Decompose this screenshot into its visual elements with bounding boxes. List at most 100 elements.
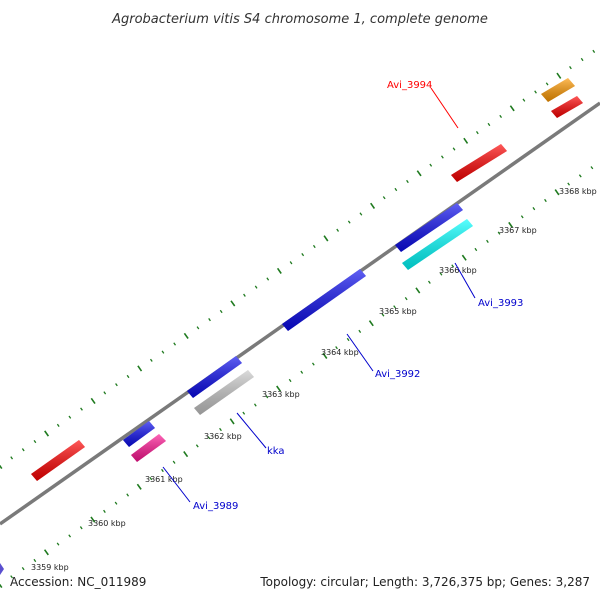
minor-tick [161, 468, 164, 473]
major-tick [90, 397, 96, 405]
minor-tick [195, 444, 199, 448]
gene-feature-avi-3994[interactable] [451, 144, 507, 182]
minor-tick [103, 391, 107, 395]
major-tick [556, 72, 562, 79]
minor-tick [114, 501, 118, 505]
minor-tick [289, 261, 293, 265]
minor-tick [253, 403, 257, 407]
minor-tick [569, 66, 572, 70]
scale-labels: 3359 kbp 3360 kbp 3361 kbp 3362 kbp 3363… [31, 187, 597, 572]
gene-feature-red-left[interactable] [31, 440, 85, 481]
gene-label-avi-3994[interactable]: Avi_3994 [387, 80, 432, 91]
minor-tick [544, 198, 547, 203]
leader-line-kka [236, 412, 267, 449]
major-tick [136, 483, 142, 490]
minor-tick [358, 329, 362, 333]
topology-summary-text: Topology: circular; Length: 3,726,375 bp… [259, 575, 590, 589]
minor-tick [33, 440, 37, 444]
minor-tick [10, 456, 14, 460]
minor-tick [126, 374, 130, 379]
gene-feature-avi-3993[interactable] [402, 219, 473, 270]
major-tick [323, 235, 329, 242]
minor-tick [288, 378, 292, 383]
major-tick [44, 430, 50, 437]
gene-feature-blue-small[interactable] [123, 421, 155, 447]
minor-tick [56, 423, 60, 427]
gene-feature-blue-right[interactable] [395, 203, 463, 252]
gene-label-avi-3992[interactable]: Avi_3992 [375, 369, 420, 380]
minor-tick [359, 212, 363, 216]
minor-tick [475, 131, 479, 135]
minor-tick [335, 346, 338, 350]
minor-tick [486, 239, 489, 243]
leader-line-avi-3989 [162, 466, 191, 503]
gene-feature-purple-edge[interactable] [0, 563, 4, 575]
minor-tick [567, 182, 571, 186]
minor-tick [242, 411, 246, 415]
minor-tick [312, 244, 316, 249]
gene-label-avi-3993[interactable]: Avi_3993 [478, 298, 523, 309]
major-tick [230, 300, 236, 307]
gene-feature-avi-3992[interactable] [282, 269, 366, 331]
minor-tick [68, 415, 72, 419]
gene-label-kka[interactable]: kka [267, 446, 285, 457]
major-tick [0, 583, 3, 589]
gene-label-avi-3989[interactable]: Avi_3989 [193, 501, 238, 512]
minor-tick [266, 277, 270, 281]
scale-label-3368: 3368 kbp [559, 187, 597, 196]
minor-tick [172, 460, 176, 464]
scale-label-3367: 3367 kbp [499, 226, 537, 235]
scale-label-3365: 3365 kbp [379, 307, 417, 316]
forward-strand-ticks [0, 49, 596, 470]
minor-tick [545, 82, 549, 86]
gene-feature-red-top-right[interactable] [551, 96, 583, 118]
minor-tick [265, 395, 269, 399]
reverse-strand-ticks [0, 166, 594, 589]
leader-line-avi-3994 [430, 87, 459, 129]
minor-tick [173, 342, 177, 346]
leader-line-avi-3993 [454, 262, 476, 299]
major-tick [229, 418, 235, 425]
gene-feature-blue-mid[interactable] [187, 356, 242, 398]
major-tick [90, 516, 96, 523]
scale-label-3364: 3364 kbp [321, 348, 359, 357]
minor-tick [219, 427, 222, 432]
scale-label-3359: 3359 kbp [31, 563, 69, 572]
minor-tick [33, 558, 37, 563]
minor-tick [21, 567, 25, 571]
leader-line-avi-3992 [346, 333, 374, 372]
major-tick [509, 105, 515, 112]
minor-tick [347, 220, 351, 224]
minor-tick [522, 98, 526, 102]
minor-tick [21, 448, 25, 452]
minor-tick [590, 166, 594, 170]
minor-tick [311, 362, 315, 366]
minor-tick [219, 309, 223, 314]
scale-label-3360: 3360 kbp [88, 519, 126, 528]
minor-tick [208, 318, 211, 322]
minor-tick [346, 337, 350, 342]
minor-tick [520, 215, 524, 219]
minor-tick [115, 383, 118, 387]
scale-label-3366: 3366 kbp [439, 266, 477, 275]
gene-feature-orange[interactable] [541, 78, 575, 102]
minor-tick [532, 207, 536, 211]
major-tick [416, 170, 422, 177]
minor-tick [300, 370, 304, 374]
scale-label-3362: 3362 kbp [204, 432, 242, 441]
minor-tick [393, 305, 397, 309]
minor-tick [254, 285, 258, 289]
minor-tick [451, 264, 455, 268]
gene-feature-avi-3989[interactable] [131, 434, 166, 462]
major-tick [276, 385, 282, 392]
minor-tick [336, 228, 340, 232]
gene-feature-kka[interactable] [194, 370, 254, 415]
minor-tick [149, 477, 153, 481]
minor-tick [207, 436, 211, 440]
major-tick [415, 287, 421, 294]
minor-tick [440, 155, 444, 159]
major-tick [461, 254, 467, 261]
minor-tick [487, 122, 491, 127]
